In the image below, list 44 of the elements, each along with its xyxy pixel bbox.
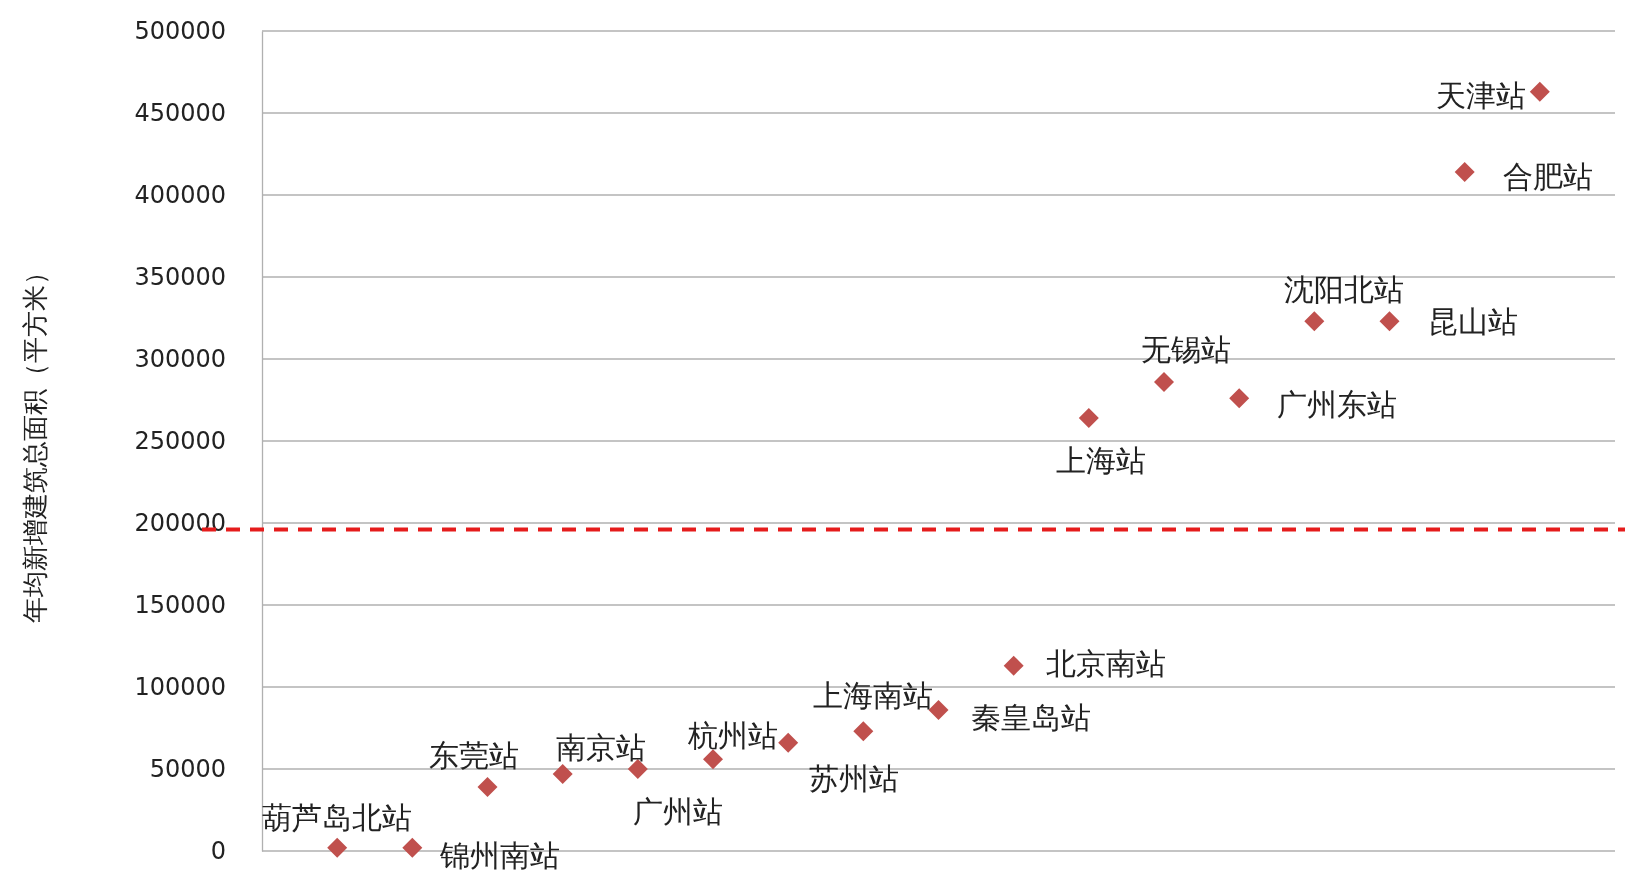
point — [1078, 408, 1099, 429]
y-tick-label: 500000 — [134, 17, 226, 46]
point — [552, 763, 573, 784]
y-tick-label: 200000 — [134, 509, 226, 538]
y-tick-label: 100000 — [134, 673, 226, 702]
y-tick-label: 400000 — [134, 181, 226, 210]
y-tick-label: 350000 — [134, 263, 226, 292]
data-label: 广州站 — [632, 793, 723, 829]
y-tick-label: 50000 — [149, 755, 226, 784]
data-label: 上海站 — [1055, 442, 1146, 478]
data-label: 北京南站 — [1045, 646, 1166, 682]
point — [703, 749, 723, 770]
point — [1529, 81, 1550, 102]
data-label: 昆山站 — [1427, 303, 1518, 339]
point — [1229, 388, 1250, 409]
data-label: 秦皇岛站 — [970, 700, 1091, 736]
y-tick-label: 250000 — [134, 427, 226, 456]
data-label: 沈阳北站 — [1284, 271, 1405, 307]
data-label: 广州东站 — [1277, 386, 1398, 422]
point — [853, 721, 874, 742]
y-tick-label: 450000 — [134, 99, 226, 128]
y-axis-title: 年均新增建筑总面积（平方米） — [20, 259, 50, 623]
point — [327, 837, 348, 858]
data-label: 葫芦岛北站 — [262, 800, 413, 836]
point — [477, 777, 498, 798]
point — [1379, 311, 1400, 332]
data-label: 南京站 — [555, 730, 646, 766]
point — [402, 837, 423, 858]
data-label: 东莞站 — [428, 737, 519, 773]
point — [1454, 162, 1475, 183]
data-label: 锦州南站 — [439, 838, 561, 874]
point — [1304, 311, 1325, 332]
point — [1154, 371, 1174, 392]
data-label: 天津站 — [1435, 78, 1526, 114]
data-label: 杭州站 — [687, 717, 778, 753]
y-tick-label: 0 — [210, 837, 226, 866]
data-label: 苏州站 — [809, 761, 900, 797]
point — [1003, 655, 1024, 676]
data-label: 无锡站 — [1141, 332, 1231, 368]
y-tick-label: 300000 — [134, 345, 226, 374]
data-label: 上海南站 — [813, 677, 934, 713]
point — [778, 732, 799, 753]
data-label: 合肥站 — [1502, 158, 1593, 194]
y-tick-label: 150000 — [134, 591, 226, 620]
